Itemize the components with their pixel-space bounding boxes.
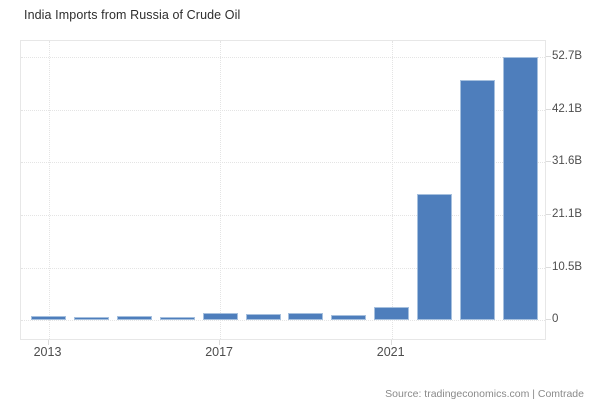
y-tick-mark xyxy=(546,55,551,57)
y-tick-mark xyxy=(546,213,551,215)
bar-2024[interactable] xyxy=(502,56,538,320)
y-tick-label: 52.7B xyxy=(552,49,583,62)
gridline-h xyxy=(21,56,545,58)
bar-2021[interactable] xyxy=(374,307,410,320)
gridline-h xyxy=(21,109,545,111)
bar-2015[interactable] xyxy=(116,315,152,320)
x-tick-label: 2021 xyxy=(376,345,405,359)
y-tick-label: 10.5B xyxy=(552,260,583,273)
bar-2014[interactable] xyxy=(73,316,109,320)
bar-2018[interactable] xyxy=(245,314,281,320)
x-tick-label: 2013 xyxy=(33,345,62,359)
y-tick-mark xyxy=(546,266,551,268)
plot-area xyxy=(20,40,546,340)
chart-title: India Imports from Russia of Crude Oil xyxy=(24,8,241,22)
gridline-h xyxy=(21,162,545,163)
bar-2016[interactable] xyxy=(159,316,195,320)
x-tick-mark xyxy=(219,340,221,345)
y-tick-label: 21.1B xyxy=(552,207,583,220)
bar-2013[interactable] xyxy=(31,315,66,320)
y-tick-mark xyxy=(546,108,551,110)
gridline-v xyxy=(48,41,50,339)
x-tick-label: 2017 xyxy=(205,345,233,359)
y-tick-label: 0 xyxy=(552,313,559,325)
gridline-h xyxy=(21,267,545,269)
x-tick-mark xyxy=(47,340,49,345)
y-tick-label: 31.6B xyxy=(552,155,583,167)
gridline-h xyxy=(21,320,545,321)
bar-2019[interactable] xyxy=(288,312,324,320)
y-axis: 0 10.5B 21.1B 31.6B 42.1B 52.7B xyxy=(552,40,604,340)
x-tick-mark xyxy=(390,340,392,345)
bar-2020[interactable] xyxy=(331,315,367,320)
y-tick-mark xyxy=(546,161,551,162)
gridline-v xyxy=(220,41,222,339)
y-tick-label: 42.1B xyxy=(552,102,583,115)
gridline-v xyxy=(391,41,393,339)
bar-2017[interactable] xyxy=(202,313,238,320)
gridline-h xyxy=(21,214,545,216)
source-attribution: Source: tradingeconomics.com | Comtrade xyxy=(385,388,584,400)
bar-2022[interactable] xyxy=(417,194,453,320)
y-tick-mark xyxy=(546,319,551,320)
bar-2023[interactable] xyxy=(460,79,495,320)
